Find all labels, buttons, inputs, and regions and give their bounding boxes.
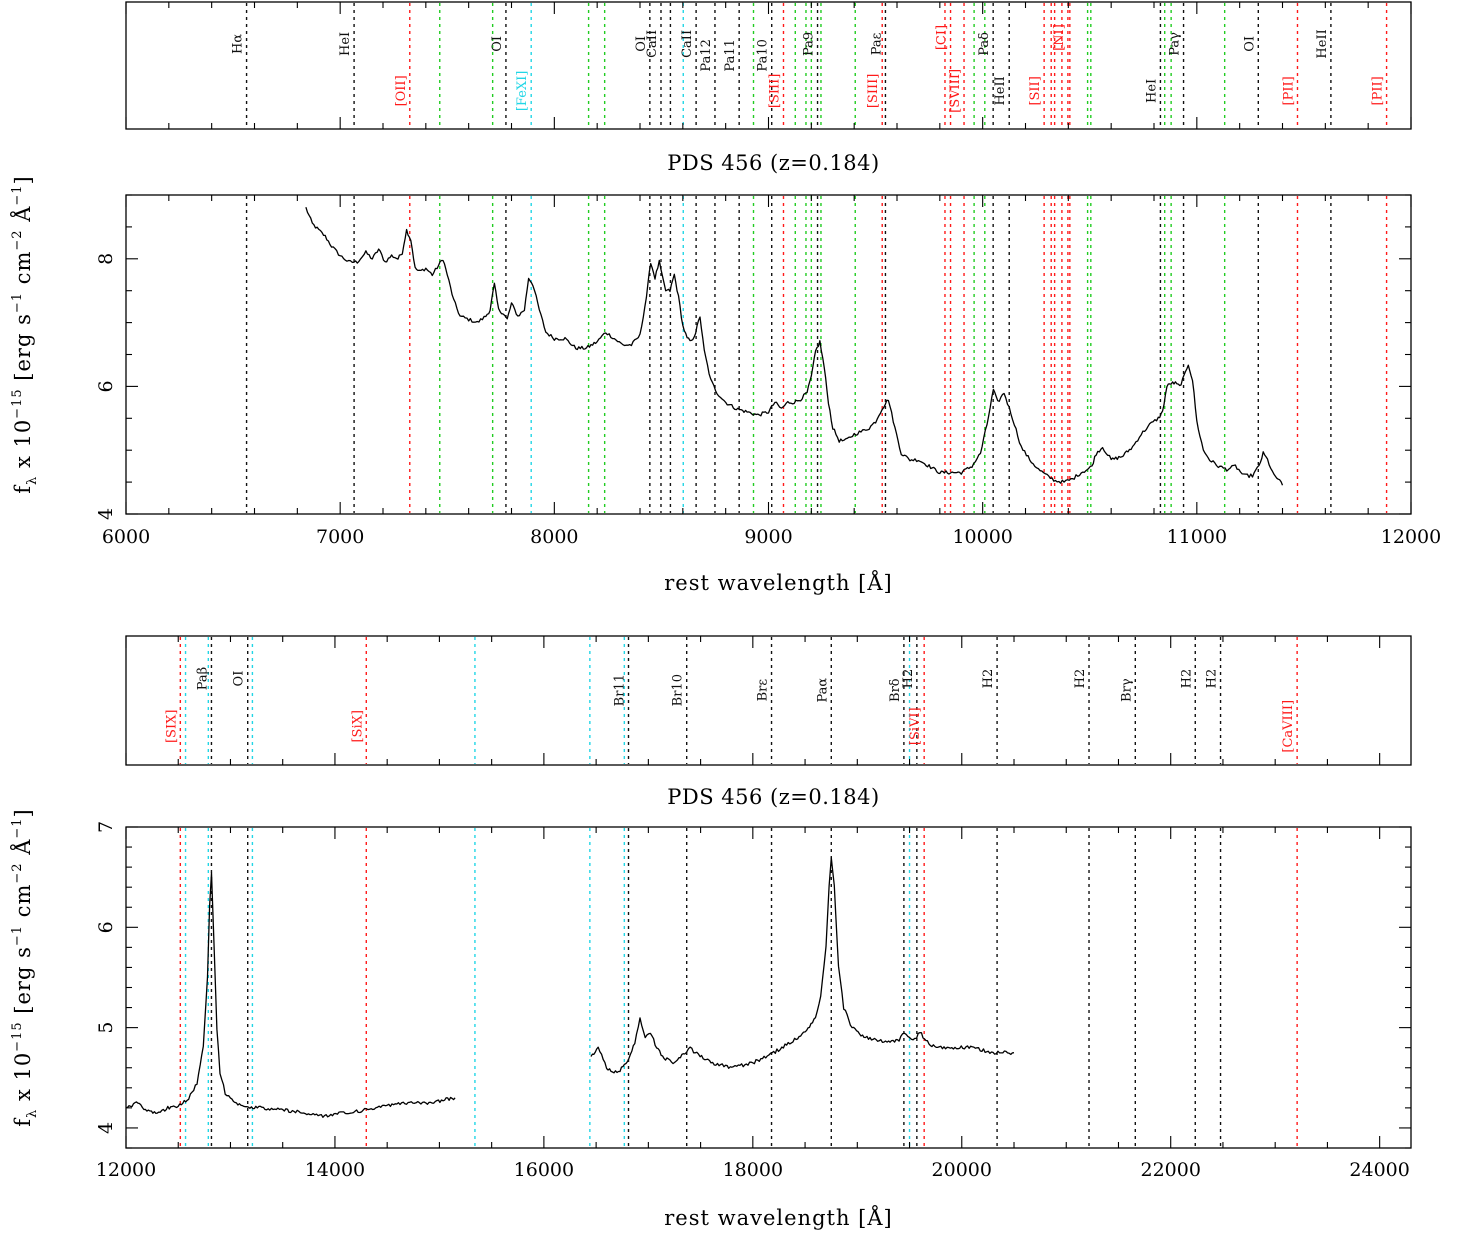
line-id-label: Hα (231, 34, 246, 54)
x-tick-label: 18000 (723, 1159, 783, 1181)
y-tick-label: 5 (95, 1022, 117, 1034)
y-tick-label: 6 (95, 380, 117, 392)
line-id-label: H2 (901, 669, 916, 689)
line-id-label: [OII] (394, 75, 409, 106)
line-id-label: Brγ (1119, 678, 1134, 702)
line-id-label: [PII] (1371, 76, 1386, 105)
line-id-label: HeII (993, 76, 1008, 105)
plot-frame (125, 826, 1412, 1149)
line-id-label: [SiX] (350, 710, 365, 742)
line-id-label: OI (634, 36, 649, 52)
x-tick-label: 9000 (744, 526, 792, 548)
chart-title: PDS 456 (z=0.184) (667, 785, 879, 809)
y-tick-label: 7 (95, 821, 117, 833)
y-tick-label: 8 (95, 253, 117, 265)
y-tick-label: 4 (95, 1122, 117, 1134)
spectrum-plot: 6000 7000 8000 9000 10000 11000 12000 4 6 8 (95, 194, 1441, 548)
x-tick-label: 16000 (514, 1159, 574, 1181)
spectrum-series-1 (305, 207, 1284, 486)
line-id-label: [SIII] (866, 74, 881, 108)
x-tick-label: 10000 (952, 526, 1012, 548)
line-id-label: Brε (756, 679, 771, 702)
x-tick-label: 6000 (102, 526, 150, 548)
x-tick-label: 12000 (1381, 526, 1441, 548)
chart-title: PDS 456 (z=0.184) (667, 151, 879, 175)
line-id-label: Br11 (613, 674, 628, 706)
y-axis-label: fλ x 10−15 [erg s−1 cm−2 Å−1] (10, 175, 40, 494)
line-id-label: [SiVI] (908, 707, 923, 745)
spectrum-plot: 12000 14000 16000 18000 20000 22000 24000 4 5 6 7 (95, 821, 1412, 1181)
line-id-label: Pa9 (802, 32, 817, 56)
line-id-label: [SVIII] (948, 69, 963, 113)
line-id-label: CaII (680, 30, 695, 58)
line-id-label: [SIII] (767, 74, 782, 108)
x-axis-label: rest wavelength [Å] (664, 570, 892, 595)
line-id-label: H2 (1205, 669, 1220, 689)
line-id-label: Pa12 (699, 39, 714, 71)
x-tick-label: 14000 (305, 1159, 365, 1181)
line-id-label: HeII (1315, 29, 1330, 58)
line-id-label: [NI] (1052, 24, 1067, 51)
x-axis-label: rest wavelength [Å] (664, 1205, 892, 1230)
line-id-label: Pa11 (723, 39, 738, 71)
panel-2: [SIX]Paβ OI[SiX]Br11 Br10 Brε Paα BrδH2[SiVI]… (10, 635, 1412, 1230)
y-axis-label: fλ x 10−15 [erg s−1 cm−2 Å−1] (10, 808, 40, 1127)
x-tick-label: 20000 (932, 1159, 992, 1181)
line-id-label: [SIX] (164, 710, 179, 743)
line-id-label: [CaVIII] (1281, 700, 1296, 753)
line-id-label: OI (490, 36, 505, 52)
line-id-label: Paδ (977, 32, 992, 56)
spectrum-series-1 (125, 872, 456, 1118)
line-id-label: CaII (645, 30, 660, 58)
x-tick-label: 12000 (96, 1159, 156, 1181)
x-tick-label: 22000 (1140, 1159, 1200, 1181)
line-id-label: Brδ (888, 678, 903, 702)
line-id-label: OI (232, 671, 247, 687)
line-id-label: [FeXI] (515, 71, 530, 112)
line-id-label: [CI] (935, 25, 950, 50)
line-id-label: H2 (1073, 669, 1088, 689)
line-id-label: Paγ (1168, 32, 1183, 56)
line-id-label: HeI (338, 32, 353, 56)
spectrum-series-2 (590, 857, 1015, 1074)
line-id-label: Paα (815, 678, 830, 703)
line-id-frame (125, 635, 1412, 766)
x-tick-label: 11000 (1167, 526, 1227, 548)
line-id-label: [PII] (1281, 76, 1296, 105)
plot-frame (125, 194, 1412, 515)
line-id-label: OI (1242, 36, 1257, 52)
line-id-panel: [SIX]Paβ OI[SiX]Br11 Br10 Brε Paα BrδH2[SiVI]… (125, 635, 1412, 766)
y-tick-label: 6 (95, 921, 117, 933)
line-id-label: HeI (1144, 79, 1159, 103)
line-id-label: H2 (981, 669, 996, 689)
line-id-label: Br10 (671, 674, 686, 706)
x-tick-label: 8000 (530, 526, 578, 548)
line-id-label: Paε (869, 32, 884, 55)
line-id-label: Pa10 (756, 39, 771, 71)
x-tick-label: 7000 (316, 526, 364, 548)
line-id-label: [SII] (1028, 76, 1043, 105)
line-id-label: H2 (1179, 669, 1194, 689)
line-id-label: Paβ (195, 667, 210, 690)
x-tick-label: 24000 (1349, 1159, 1409, 1181)
y-tick-label: 4 (95, 508, 117, 520)
